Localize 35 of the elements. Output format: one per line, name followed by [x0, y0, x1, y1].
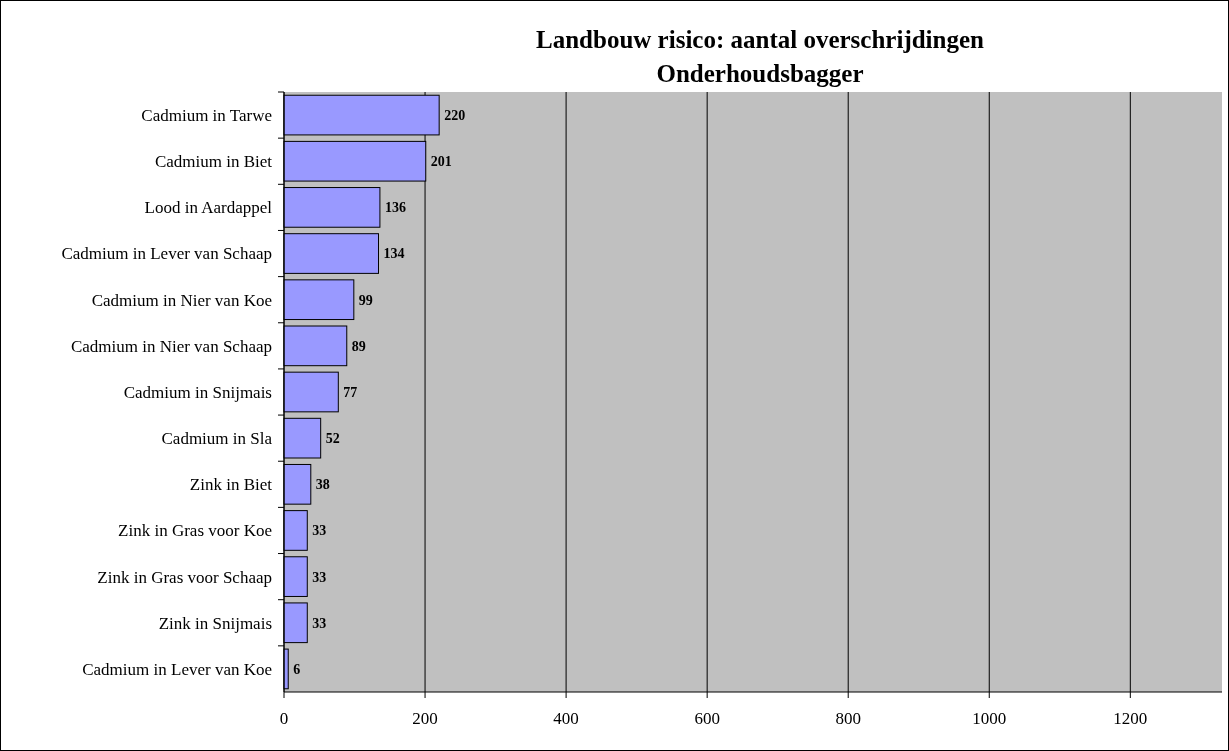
- y-tick-label: Cadmium in Biet: [154, 152, 273, 172]
- x-tick-label: 400: [553, 709, 579, 728]
- x-tick-label: 1200: [1113, 709, 1148, 728]
- data-label: 6: [293, 661, 301, 677]
- y-tick-label: Zink in Gras voor Koe: [118, 521, 272, 541]
- data-label: 77: [343, 384, 358, 400]
- data-label: 99: [358, 292, 373, 308]
- y-tick-label: Cadmium in Lever van Schaap: [61, 244, 272, 264]
- x-tick-label: 0: [279, 709, 289, 728]
- data-label: 33: [312, 615, 327, 631]
- chart-subtitle: Onderhoudsbagger: [656, 60, 864, 87]
- data-label: 33: [312, 523, 327, 539]
- x-tick-label: 200: [412, 709, 438, 728]
- data-label: 38: [315, 477, 330, 493]
- data-label: 33: [312, 569, 327, 585]
- chart-title: Landbouw risico: aantal overschrijdingen: [536, 26, 985, 53]
- x-tick-label: 1000: [972, 709, 1007, 728]
- y-tick-label: Cadmium in Sla: [161, 429, 273, 449]
- y-tick-label: Cadmium in Nier van Schaap: [70, 336, 272, 356]
- data-label: 136: [384, 200, 406, 216]
- y-tick-label: Cadmium in Lever van Koe: [82, 659, 272, 679]
- x-tick-label: 800: [835, 709, 861, 728]
- y-tick-label: Zink in Gras voor Schaap: [97, 567, 272, 587]
- x-tick-label: 600: [694, 709, 720, 728]
- data-label: 134: [383, 246, 405, 262]
- y-tick-label: Cadmium in Snijmais: [123, 382, 272, 402]
- y-tick-label: Cadmium in Nier van Koe: [91, 290, 272, 310]
- data-label: 52: [325, 431, 340, 447]
- y-tick-label: Lood in Aardappel: [144, 198, 273, 218]
- y-tick-label: Zink in Snijmais: [158, 613, 272, 633]
- y-tick-label: Cadmium in Tarwe: [141, 106, 272, 126]
- data-label: 220: [444, 107, 466, 123]
- data-label: 89: [351, 338, 366, 354]
- y-tick-label: Zink in Biet: [189, 475, 273, 495]
- data-label: 201: [430, 154, 452, 170]
